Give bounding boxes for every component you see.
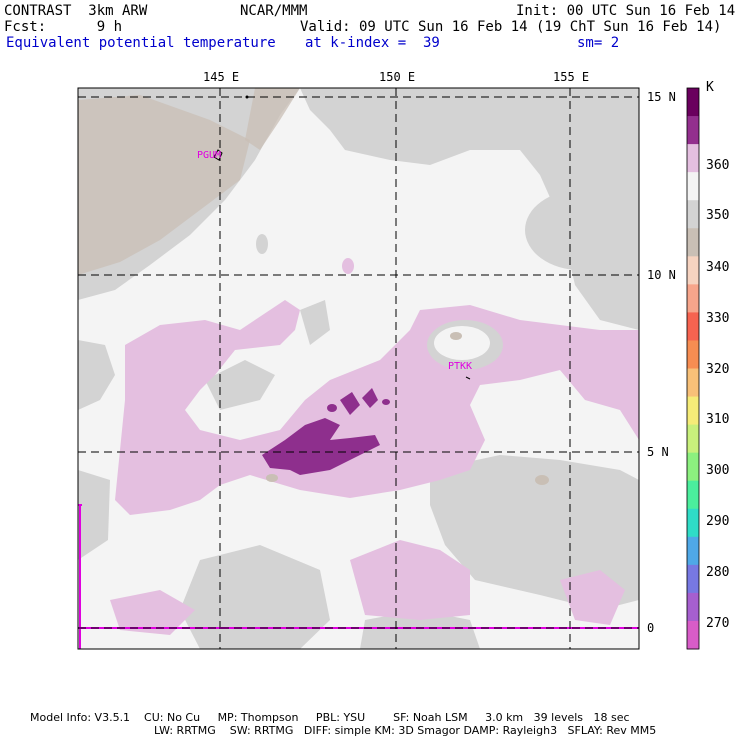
colorbar-swatch bbox=[687, 564, 699, 594]
colorbar-swatch bbox=[687, 312, 699, 341]
colorbar-label: 340 bbox=[706, 260, 730, 275]
lon-label-145: 145 E bbox=[203, 70, 240, 84]
lat-label-15n: 15 N bbox=[647, 90, 676, 104]
lat-label-0: 0 bbox=[647, 621, 655, 635]
station-label-pgum: PGUM bbox=[197, 150, 222, 161]
guam-outline bbox=[213, 149, 223, 161]
colorbar-swatch bbox=[687, 88, 699, 117]
colorbar-swatch bbox=[687, 172, 699, 201]
colorbar-label: 350 bbox=[706, 208, 730, 223]
header-center: NCAR/MMM bbox=[240, 3, 308, 19]
colorbar-swatch bbox=[687, 144, 699, 173]
colorbar-swatch bbox=[687, 480, 699, 510]
colorbar-label: 360 bbox=[706, 158, 730, 173]
colorbar-swatch bbox=[687, 452, 699, 482]
lat-lon-grid bbox=[78, 88, 639, 649]
colorbar-swatch bbox=[687, 396, 699, 426]
plot-frame bbox=[77, 87, 640, 650]
colorbar-label: 300 bbox=[706, 463, 730, 478]
colorbar-swatch bbox=[687, 368, 699, 398]
colorbar-swatch bbox=[687, 424, 699, 454]
colorbar-swatch bbox=[687, 228, 699, 257]
colorbar-label: 330 bbox=[706, 311, 730, 326]
colorbar-unit: K bbox=[706, 80, 714, 95]
colorbar-label: 270 bbox=[706, 616, 730, 631]
field-shading bbox=[78, 88, 639, 649]
header-init-time: Init: 00 UTC Sun 16 Feb 14 bbox=[516, 3, 736, 19]
lon-label-155: 155 E bbox=[553, 70, 590, 84]
station-label-ptkk: PTKK bbox=[448, 361, 473, 372]
lon-label-150: 150 E bbox=[379, 70, 416, 84]
header-level: at k-index = 39 bbox=[305, 35, 440, 51]
colorbar-label: 290 bbox=[706, 514, 730, 529]
header-forecast-hour: Fcst: 9 h bbox=[4, 19, 123, 35]
colorbar-label: 320 bbox=[706, 362, 730, 377]
lat-label-10n: 10 N bbox=[647, 268, 676, 282]
footer-physics-info: LW: RRTMG SW: RRTMG DIFF: simple KM: 3D … bbox=[154, 724, 657, 737]
colorbar-swatch bbox=[687, 116, 699, 145]
light-purple-regions bbox=[110, 258, 639, 635]
colorbar-swatch bbox=[687, 340, 699, 369]
tan-region bbox=[78, 95, 250, 275]
dark-purple-regions bbox=[262, 388, 390, 475]
colorbar-swatch bbox=[687, 284, 699, 313]
colorbar bbox=[687, 88, 699, 650]
colorbar-swatch bbox=[687, 508, 699, 538]
footer-model-info: Model Info: V3.5.1 CU: No Cu MP: Thompso… bbox=[30, 711, 630, 724]
colorbar-swatch bbox=[687, 620, 699, 650]
header-valid-time: Valid: 09 UTC Sun 16 Feb 14 (19 ChT Sun … bbox=[300, 19, 722, 35]
colorbar-swatch bbox=[687, 592, 699, 622]
colorbar-swatch bbox=[687, 256, 699, 285]
header-smoothing: sm= 2 bbox=[577, 35, 620, 51]
colorbar-swatch bbox=[687, 536, 699, 566]
colorbar-label: 310 bbox=[706, 412, 730, 427]
header-model-title: CONTRAST 3km ARW bbox=[4, 3, 148, 19]
lat-label-5n: 5 N bbox=[647, 445, 669, 459]
colorbar-label: 280 bbox=[706, 565, 730, 580]
colorbar-swatch bbox=[687, 200, 699, 229]
header-field-name: Equivalent potential temperature bbox=[6, 35, 276, 51]
